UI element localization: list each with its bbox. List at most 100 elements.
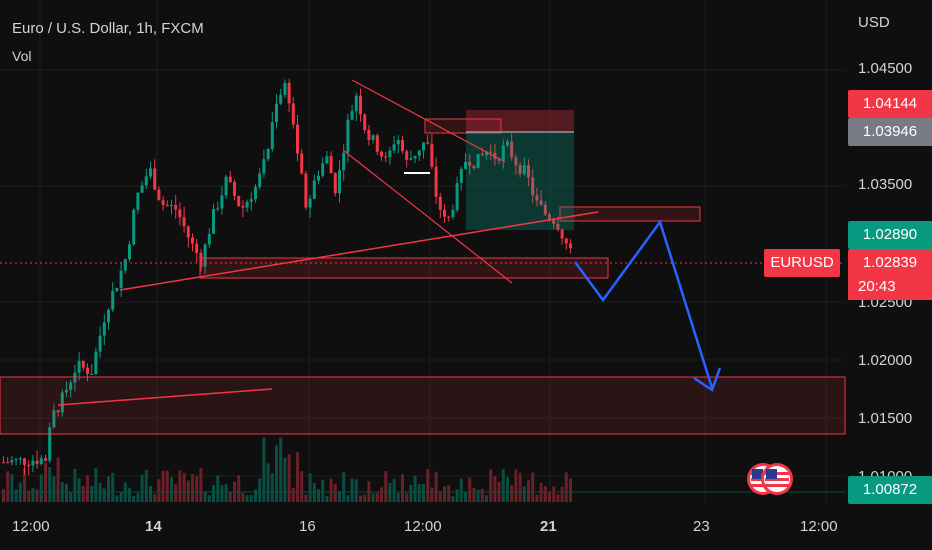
price-tag: 1.00872	[848, 476, 932, 504]
volume-bar	[430, 487, 434, 502]
volume-bar	[132, 495, 136, 502]
candle-body	[535, 195, 539, 201]
candle-body	[39, 458, 43, 464]
currency-label: USD	[858, 14, 890, 31]
volume-bar	[182, 472, 186, 502]
stop-box	[466, 110, 574, 132]
volume-bar	[2, 489, 5, 502]
candle-body	[237, 195, 241, 207]
volume-bar	[438, 491, 442, 502]
candle-body	[371, 135, 375, 140]
candle-body	[119, 270, 123, 289]
volume-bar	[417, 483, 421, 502]
candle-body	[312, 180, 316, 199]
volume-bar	[191, 474, 194, 502]
volume-bar	[451, 495, 455, 502]
volume-bar	[39, 474, 43, 502]
volume-bar	[371, 493, 375, 502]
candle-body	[199, 253, 203, 267]
candle-body	[413, 155, 417, 159]
time-tick: 23	[693, 518, 710, 535]
candle-body	[338, 170, 341, 194]
candle-body	[434, 166, 438, 197]
candle-body	[468, 161, 472, 166]
candle-body	[451, 210, 455, 218]
volume-bar	[392, 478, 396, 502]
candle-body	[220, 195, 224, 209]
candle-body	[342, 152, 346, 171]
volume-bar	[342, 472, 346, 502]
candle-body	[207, 233, 211, 245]
candle-body	[569, 243, 572, 249]
volume-bar	[346, 495, 350, 502]
candle-body	[102, 322, 106, 336]
volume-bar	[476, 489, 480, 502]
volume-bar	[266, 463, 270, 502]
candle-body	[375, 135, 379, 152]
time-tick: 16	[299, 518, 316, 535]
candle-body	[443, 209, 446, 217]
candle-body	[283, 82, 287, 95]
candle-body	[48, 427, 52, 461]
candle-body	[384, 156, 388, 158]
volume-bar	[270, 473, 274, 502]
candle-body	[195, 243, 199, 254]
candle-body	[258, 173, 262, 188]
symbol-legend[interactable]: Euro / U.S. Dollar, 1h, FXCM	[12, 20, 204, 37]
candle-body	[10, 460, 14, 463]
candle-body	[144, 176, 148, 186]
candle-body	[140, 185, 144, 193]
candle-body	[401, 139, 404, 152]
candle-body	[228, 176, 232, 183]
volume-bar	[422, 483, 425, 502]
volume-bar	[464, 492, 467, 502]
candle-body	[249, 199, 253, 202]
volume-bar	[560, 486, 564, 502]
candle-body	[212, 208, 215, 234]
candle-body	[178, 209, 182, 218]
candle-body	[77, 360, 81, 373]
volume-bar	[552, 486, 556, 502]
volume-bar	[258, 478, 262, 502]
candle-body	[485, 151, 488, 156]
candle-body	[115, 288, 119, 292]
candle-body	[354, 95, 358, 112]
demand-zone	[0, 376, 846, 435]
volume-bar	[296, 452, 299, 502]
candle-body	[409, 158, 413, 160]
resistance-zone	[559, 206, 701, 222]
volume-bar	[384, 471, 388, 502]
volume-bar	[65, 483, 68, 502]
volume-legend[interactable]: Vol	[12, 48, 32, 64]
candle-body	[174, 205, 178, 210]
volume-bar	[556, 494, 560, 502]
volume-bar	[291, 487, 295, 502]
volume-bar	[212, 485, 215, 502]
candle-body	[153, 168, 157, 190]
volume-bar	[48, 467, 52, 502]
candle-body	[224, 176, 228, 196]
volume-bar	[468, 477, 472, 502]
volume-bar	[275, 445, 278, 502]
volume-bar	[31, 488, 35, 502]
candle-body	[405, 151, 409, 160]
volume-bar	[354, 479, 358, 502]
candle-body	[161, 200, 165, 205]
volume-bar	[245, 495, 249, 502]
candle-body	[18, 458, 22, 460]
candle-body	[44, 458, 47, 461]
volume-bar	[535, 494, 539, 502]
price-tick: 1.03500	[858, 176, 913, 193]
candle-body	[506, 141, 509, 146]
volume-bar	[283, 457, 287, 502]
volume-bar	[363, 494, 367, 502]
candle-body	[455, 183, 459, 211]
candle-body	[245, 201, 249, 208]
candle-body	[518, 165, 522, 174]
volume-bar	[480, 488, 484, 502]
volume-bar	[447, 485, 451, 502]
us-flag-icon[interactable]	[760, 462, 794, 496]
volume-bar	[510, 485, 514, 502]
volume-bar	[44, 462, 47, 502]
